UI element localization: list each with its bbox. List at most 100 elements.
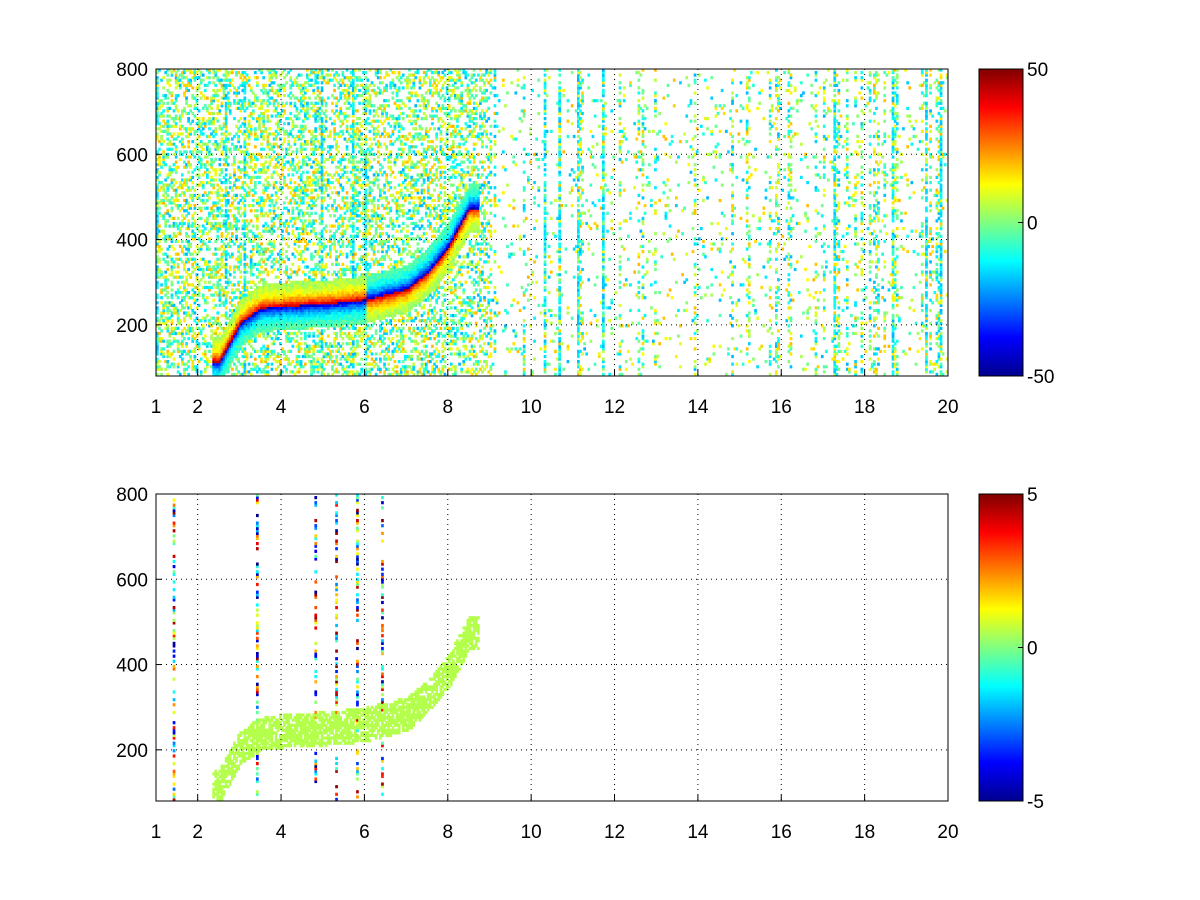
heatmap-cell	[320, 104, 324, 108]
heatmap-cell	[239, 117, 243, 121]
heatmap-cell	[285, 288, 288, 292]
heatmap-cell	[254, 303, 257, 307]
heatmap-cell	[183, 244, 186, 249]
heatmap-cell	[216, 234, 220, 238]
heatmap-cell	[335, 96, 338, 100]
heatmap-cell	[170, 321, 174, 325]
heatmap-cell	[218, 321, 222, 325]
heatmap-cell	[156, 196, 159, 200]
heatmap-cell	[183, 94, 186, 98]
heatmap-cell	[156, 280, 159, 284]
heatmap-cell	[222, 247, 226, 251]
heatmap-cell	[191, 265, 195, 269]
heatmap-cell	[258, 244, 261, 249]
heatmap-cell	[310, 285, 313, 290]
heatmap-cell	[216, 247, 220, 251]
heatmap-cell	[243, 124, 247, 128]
heatmap-cell	[254, 94, 257, 98]
heatmap-cell	[170, 280, 174, 284]
heatmap-cell	[266, 362, 270, 366]
heatmap-cell	[297, 216, 301, 220]
heatmap-cell	[218, 344, 222, 348]
heatmap-cell	[270, 270, 274, 274]
heatmap-cell	[260, 331, 263, 336]
heatmap-cell	[324, 104, 328, 108]
heatmap-cell	[304, 227, 307, 231]
heatmap-cell	[299, 150, 303, 154]
heatmap-cell	[239, 344, 243, 348]
heatmap-cell	[185, 232, 188, 236]
heatmap-cell	[214, 270, 218, 274]
heatmap-cell	[312, 178, 315, 182]
heatmap-cell	[291, 298, 295, 302]
heatmap-cell	[266, 175, 270, 179]
heatmap-cell	[166, 349, 170, 353]
heatmap-cell	[210, 211, 213, 215]
heatmap-cell	[301, 280, 305, 284]
heatmap-cell	[235, 234, 238, 238]
heatmap-cell	[172, 262, 176, 266]
heatmap-cell	[301, 214, 305, 218]
heatmap-cell	[331, 314, 334, 318]
heatmap-cell	[272, 288, 276, 292]
heatmap-cell	[297, 329, 301, 333]
heatmap-cell	[254, 367, 257, 371]
heatmap-cell	[220, 198, 224, 203]
heatmap-cell	[306, 117, 309, 121]
heatmap-cell	[312, 188, 315, 192]
heatmap-cell	[181, 140, 184, 144]
heatmap-cell	[304, 288, 307, 292]
heatmap-cell	[329, 117, 332, 121]
heatmap-cell	[156, 234, 159, 238]
heatmap-cell	[231, 201, 234, 205]
heatmap-cell	[318, 285, 322, 290]
heatmap-cell	[197, 155, 201, 159]
heatmap-cell	[212, 372, 215, 376]
heatmap-cell	[347, 267, 351, 272]
heatmap-cell	[174, 331, 178, 336]
heatmap-cell	[299, 91, 303, 95]
heatmap-cell	[156, 150, 159, 154]
heatmap-cell	[199, 124, 203, 128]
heatmap-cell	[279, 175, 282, 179]
heatmap-cell	[189, 69, 192, 72]
heatmap-cell	[168, 331, 172, 336]
heatmap-cell	[166, 124, 170, 128]
heatmap-cell	[287, 339, 290, 343]
heatmap-cell	[237, 206, 240, 210]
heatmap-cell	[201, 132, 205, 136]
heatmap-cell	[299, 326, 303, 330]
heatmap-cell	[199, 229, 203, 233]
heatmap-cell	[289, 291, 293, 295]
heatmap-cell	[191, 198, 195, 203]
heatmap-cell	[297, 301, 301, 305]
heatmap-cell	[349, 288, 353, 292]
heatmap-cell	[220, 301, 224, 305]
heatmap-cell	[281, 306, 284, 310]
heatmap-cell	[320, 211, 324, 215]
heatmap-cell	[258, 114, 261, 118]
heatmap-cell	[201, 352, 205, 356]
heatmap-cell	[189, 224, 192, 228]
heatmap-cell	[203, 262, 207, 266]
heatmap-cell	[293, 124, 297, 128]
heatmap-cell	[279, 88, 282, 93]
heatmap-cell	[308, 270, 311, 274]
heatmap-cell	[254, 104, 257, 108]
heatmap-cell	[166, 296, 170, 300]
heatmap-cell	[333, 288, 336, 292]
heatmap-cell	[168, 237, 172, 241]
heatmap-cell	[318, 283, 322, 287]
heatmap-cell	[274, 260, 278, 264]
heatmap-cell	[281, 326, 284, 330]
heatmap-cell	[224, 111, 228, 116]
heatmap-cell	[256, 247, 259, 251]
heatmap-cell	[264, 198, 268, 203]
heatmap-cell	[208, 260, 211, 264]
heatmap-cell	[160, 352, 163, 356]
heatmap-cell	[274, 301, 278, 305]
heatmap-cell	[249, 88, 253, 93]
heatmap-cell	[178, 232, 182, 236]
heatmap-cell	[222, 124, 226, 128]
heatmap-cell	[306, 352, 309, 356]
